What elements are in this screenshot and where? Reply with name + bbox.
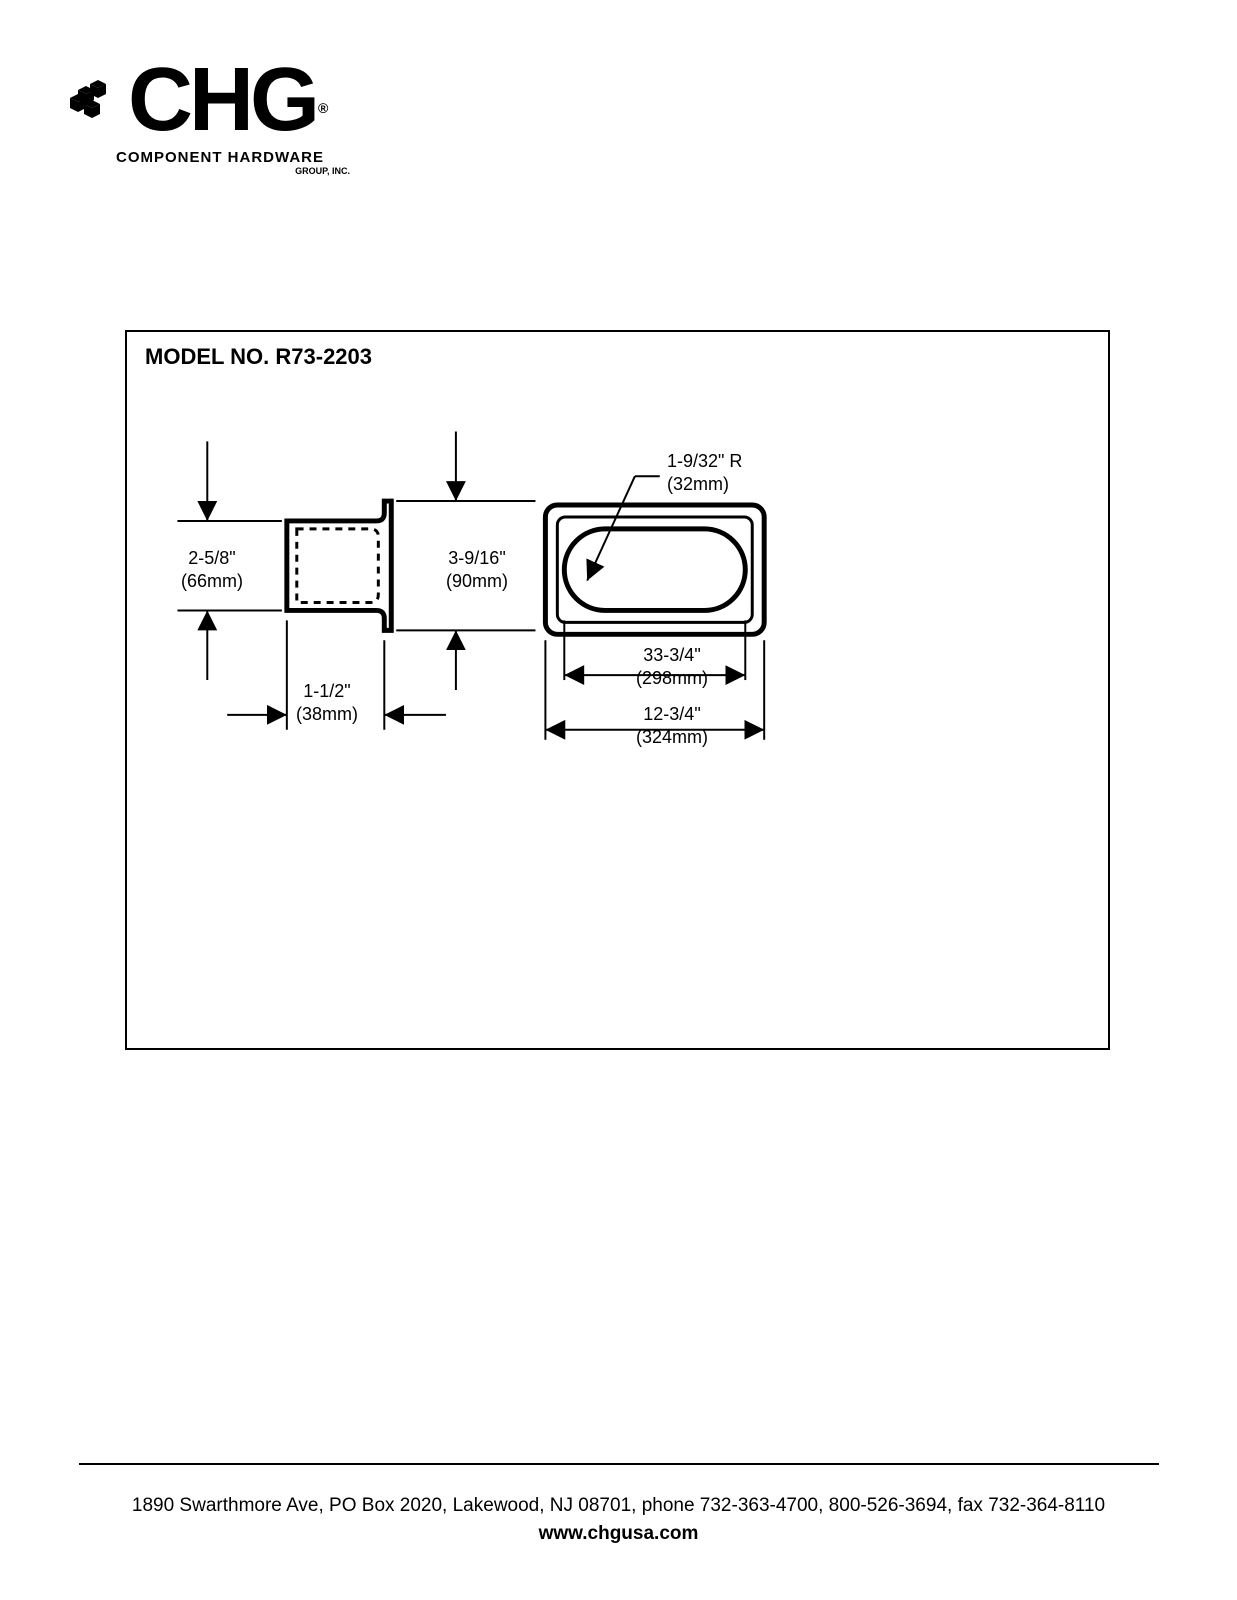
logo-tagline-1: COMPONENT HARDWARE	[70, 149, 370, 166]
front-view	[545, 505, 764, 634]
footer-url: www.chgusa.com	[0, 1523, 1237, 1545]
logo-tagline-2: GROUP, INC.	[70, 166, 370, 176]
logo-text: CHG	[128, 55, 316, 145]
technical-drawing-svg	[127, 332, 1108, 1048]
logo-area: CHG ® COMPONENT HARDWARE GROUP, INC.	[70, 55, 370, 176]
side-view	[287, 501, 391, 630]
registered-mark: ®	[318, 101, 324, 115]
footer: 1890 Swarthmore Ave, PO Box 2020, Lakewo…	[0, 1463, 1237, 1545]
footer-address: 1890 Swarthmore Ave, PO Box 2020, Lakewo…	[0, 1495, 1237, 1517]
footer-rule	[79, 1463, 1159, 1465]
logo-cubes-icon	[70, 51, 126, 141]
page: CHG ® COMPONENT HARDWARE GROUP, INC. MOD…	[0, 0, 1237, 1600]
drawing-frame: MODEL NO. R73-2203 2-5/8"(66mm) 1-1/2"(3…	[125, 330, 1110, 1050]
logo-brand: CHG ®	[70, 55, 370, 145]
